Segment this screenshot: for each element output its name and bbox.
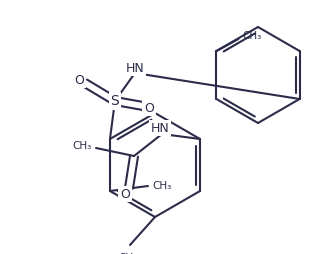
Text: CH₃: CH₃ [118,253,138,254]
Text: CH₃: CH₃ [243,31,262,41]
Text: HN: HN [151,121,170,135]
Text: HN: HN [126,61,144,74]
Text: O: O [120,187,130,200]
Text: CH₃: CH₃ [152,181,171,191]
Text: O: O [144,102,154,115]
Text: CH₃: CH₃ [73,141,92,151]
Text: S: S [111,94,119,108]
Text: O: O [74,73,84,87]
